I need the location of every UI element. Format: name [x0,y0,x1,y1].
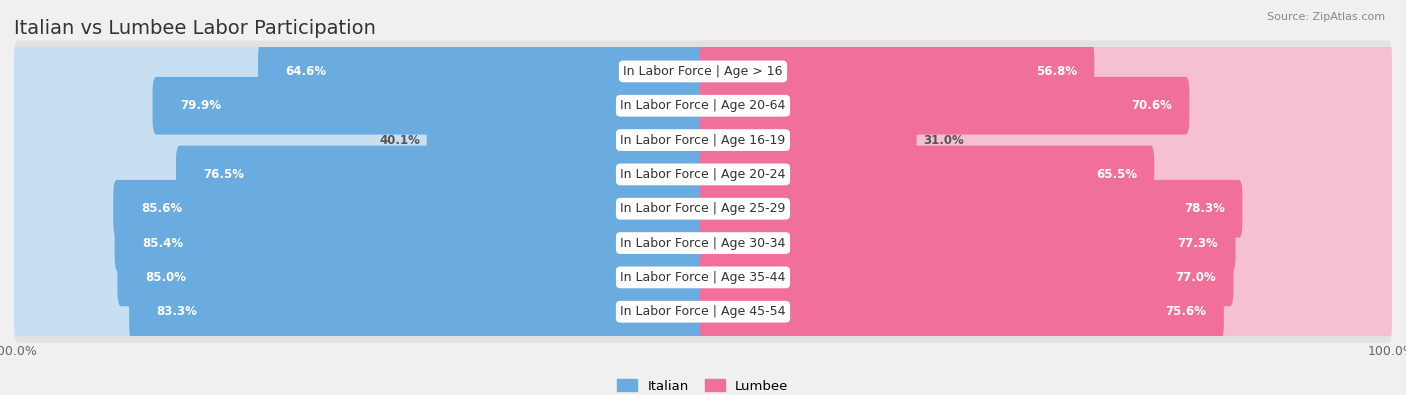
FancyBboxPatch shape [700,111,1392,169]
FancyBboxPatch shape [257,43,706,100]
FancyBboxPatch shape [700,180,1243,237]
Text: 76.5%: 76.5% [204,168,245,181]
FancyBboxPatch shape [700,283,1223,340]
FancyBboxPatch shape [14,143,1392,205]
Text: 64.6%: 64.6% [285,65,326,78]
Text: 40.1%: 40.1% [380,134,420,147]
FancyBboxPatch shape [700,77,1392,135]
Legend: Italian, Lumbee: Italian, Lumbee [617,379,789,393]
Text: 56.8%: 56.8% [1036,65,1077,78]
FancyBboxPatch shape [700,283,1392,340]
Text: 31.0%: 31.0% [924,134,965,147]
FancyBboxPatch shape [14,109,1392,171]
Text: 77.0%: 77.0% [1175,271,1216,284]
FancyBboxPatch shape [14,41,1392,102]
FancyBboxPatch shape [129,283,706,340]
FancyBboxPatch shape [14,180,706,237]
Text: 77.3%: 77.3% [1178,237,1219,250]
FancyBboxPatch shape [14,212,1392,274]
Text: 85.0%: 85.0% [145,271,186,284]
FancyBboxPatch shape [700,111,917,169]
FancyBboxPatch shape [14,248,706,306]
Text: In Labor Force | Age > 16: In Labor Force | Age > 16 [623,65,783,78]
Text: 65.5%: 65.5% [1095,168,1137,181]
Text: 75.6%: 75.6% [1166,305,1206,318]
FancyBboxPatch shape [114,180,706,237]
FancyBboxPatch shape [700,43,1094,100]
FancyBboxPatch shape [700,77,1189,135]
FancyBboxPatch shape [14,77,706,135]
FancyBboxPatch shape [700,248,1233,306]
FancyBboxPatch shape [700,43,1392,100]
FancyBboxPatch shape [14,111,706,169]
FancyBboxPatch shape [14,75,1392,137]
FancyBboxPatch shape [117,248,706,306]
FancyBboxPatch shape [700,146,1392,203]
Text: 83.3%: 83.3% [156,305,198,318]
Text: In Labor Force | Age 16-19: In Labor Force | Age 16-19 [620,134,786,147]
FancyBboxPatch shape [14,246,1392,308]
FancyBboxPatch shape [700,248,1392,306]
Text: In Labor Force | Age 25-29: In Labor Force | Age 25-29 [620,202,786,215]
Text: 85.6%: 85.6% [141,202,181,215]
FancyBboxPatch shape [700,214,1236,272]
Text: Italian vs Lumbee Labor Participation: Italian vs Lumbee Labor Participation [14,19,375,38]
FancyBboxPatch shape [14,214,706,272]
Text: 85.4%: 85.4% [142,237,183,250]
FancyBboxPatch shape [152,77,706,135]
FancyBboxPatch shape [700,214,1392,272]
FancyBboxPatch shape [700,180,1392,237]
FancyBboxPatch shape [14,281,1392,342]
Text: In Labor Force | Age 45-54: In Labor Force | Age 45-54 [620,305,786,318]
Text: In Labor Force | Age 20-64: In Labor Force | Age 20-64 [620,99,786,112]
FancyBboxPatch shape [14,146,706,203]
FancyBboxPatch shape [14,283,706,340]
Text: In Labor Force | Age 35-44: In Labor Force | Age 35-44 [620,271,786,284]
Text: 79.9%: 79.9% [180,99,221,112]
Text: In Labor Force | Age 20-24: In Labor Force | Age 20-24 [620,168,786,181]
FancyBboxPatch shape [700,146,1154,203]
FancyBboxPatch shape [176,146,706,203]
Text: 70.6%: 70.6% [1132,99,1173,112]
Text: 78.3%: 78.3% [1184,202,1225,215]
FancyBboxPatch shape [14,178,1392,240]
Text: In Labor Force | Age 30-34: In Labor Force | Age 30-34 [620,237,786,250]
FancyBboxPatch shape [427,111,706,169]
Text: Source: ZipAtlas.com: Source: ZipAtlas.com [1267,12,1385,22]
FancyBboxPatch shape [115,214,706,272]
FancyBboxPatch shape [14,43,706,100]
